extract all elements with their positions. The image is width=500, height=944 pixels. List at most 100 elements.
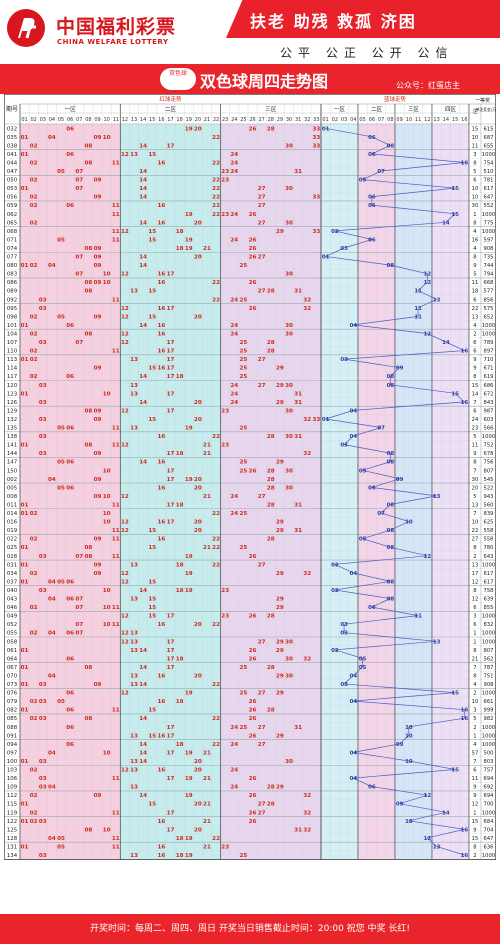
red-ball: 30 — [285, 468, 293, 474]
red-ball: 04 — [48, 673, 56, 679]
winners-count: 4 — [473, 742, 477, 748]
red-ball: 11 — [112, 502, 120, 508]
red-ball: 17 — [167, 639, 175, 645]
red-ball: 25 — [240, 374, 248, 380]
red-ball: 15 — [148, 579, 156, 585]
blue-number-header: 14 — [443, 117, 449, 123]
winners-count: 8 — [473, 160, 476, 166]
blue-ball: 08 — [387, 502, 395, 508]
winners-count: 6 — [473, 622, 476, 628]
red-number-header: 29 — [277, 117, 283, 123]
red-ball: 12 — [121, 631, 129, 637]
red-ball: 16 — [157, 203, 165, 209]
red-ball: 28 — [267, 340, 275, 346]
red-ball: 08 — [85, 246, 93, 252]
winners-count: 9 — [473, 785, 476, 791]
winners-count: 11 — [472, 443, 479, 449]
red-ball: 04 — [48, 135, 56, 141]
red-ball: 31 — [294, 502, 302, 508]
winners-count: 11 — [472, 776, 479, 782]
issue-label: 046 — [7, 605, 18, 611]
red-ball: 14 — [139, 178, 147, 184]
red-ball: 16 — [157, 434, 165, 440]
issue-label: 034 — [7, 571, 18, 577]
prize1-header: 一等奖 — [475, 97, 490, 104]
blue-ball: 13 — [433, 494, 441, 500]
red-ball: 27 — [258, 810, 266, 816]
blue-ball: 08 — [387, 597, 395, 603]
winners-count: 8 — [473, 545, 476, 551]
winners-count: 22 — [472, 306, 479, 312]
blue-ball: 12 — [424, 554, 432, 560]
red-ball: 11 — [112, 708, 120, 714]
prize-amount: 756 — [484, 460, 494, 466]
red-ball: 20 — [194, 477, 202, 483]
footer-bar: 开奖时间：每周二、周四、周日 开奖当日销售截止时间：20:00 祝您 中奖 长红… — [0, 914, 500, 944]
prize-amount: 843 — [484, 400, 494, 406]
blue-ball: 03 — [340, 631, 348, 637]
red-ball: 01 — [21, 579, 29, 585]
red-ball: 28 — [267, 614, 275, 620]
blue-ball: 07 — [377, 511, 385, 517]
red-ball: 20 — [194, 126, 202, 132]
red-ball: 28 — [267, 665, 275, 671]
issue-label: 079 — [7, 699, 18, 705]
issue-label: 055 — [7, 631, 17, 637]
issue-label: 061 — [7, 648, 17, 654]
red-ball: 22 — [212, 622, 220, 628]
winners-count: 6 — [473, 297, 476, 303]
red-ball: 01 — [21, 844, 29, 850]
red-ball: 13 — [130, 631, 138, 637]
blue-number-header: 13 — [433, 117, 439, 123]
ssq-badge: 双色球 — [160, 68, 196, 90]
red-number-header: 10 — [103, 117, 109, 123]
prize-amount: 710 — [484, 357, 494, 363]
red-ball: 11 — [112, 776, 120, 782]
red-ball: 26 — [249, 614, 257, 620]
red-number-header: 21 — [204, 117, 210, 123]
red-ball: 02 — [30, 220, 38, 226]
red-ball: 22 — [212, 511, 220, 517]
prize-amount: 908 — [484, 682, 494, 688]
red-ball: 17 — [167, 143, 175, 149]
winners-count: 10 — [472, 195, 479, 201]
prize-amount: 999 — [484, 708, 494, 714]
red-ball: 02 — [30, 349, 38, 355]
blue-ball: 10 — [405, 819, 413, 825]
red-ball: 25 — [240, 725, 248, 731]
red-ball: 04 — [48, 263, 56, 269]
red-ball: 19 — [185, 750, 193, 756]
red-ball: 02 — [30, 374, 38, 380]
red-ball: 05 — [57, 485, 65, 491]
red-ball: 29 — [276, 673, 284, 679]
red-ball: 05 — [57, 699, 65, 705]
issue-label: 037 — [7, 579, 17, 585]
prize-amount: 781 — [484, 178, 494, 184]
winners-count: 24 — [472, 417, 479, 423]
red-ball: 20 — [194, 220, 202, 226]
red-ball: 26 — [249, 793, 257, 799]
red-group-header: 红球走势 — [159, 95, 182, 103]
red-number-header: 14 — [140, 117, 146, 123]
red-ball: 02 — [30, 605, 38, 611]
red-ball: 09 — [94, 793, 102, 799]
winners-count: 13 — [472, 502, 479, 508]
winners-count: 2 — [473, 691, 476, 697]
amount-header: 单注奖金(万元) — [476, 107, 496, 112]
red-ball: 06 — [66, 323, 74, 329]
winners-count: 12 — [472, 579, 479, 585]
prize-amount: 1000 — [482, 434, 495, 440]
red-ball: 24 — [230, 383, 238, 389]
red-ball: 02 — [30, 143, 38, 149]
red-ball: 17 — [167, 614, 175, 620]
red-ball: 12 — [121, 152, 129, 158]
red-ball: 03 — [39, 716, 47, 722]
red-ball: 31 — [294, 391, 302, 397]
red-ball: 02 — [30, 357, 38, 363]
red-ball: 11 — [112, 160, 120, 166]
prize-amount: 1000 — [482, 853, 495, 859]
issue-label: 040 — [7, 588, 18, 594]
red-ball: 17 — [167, 750, 175, 756]
red-ball: 17 — [167, 306, 175, 312]
red-ball: 01 — [21, 443, 29, 449]
